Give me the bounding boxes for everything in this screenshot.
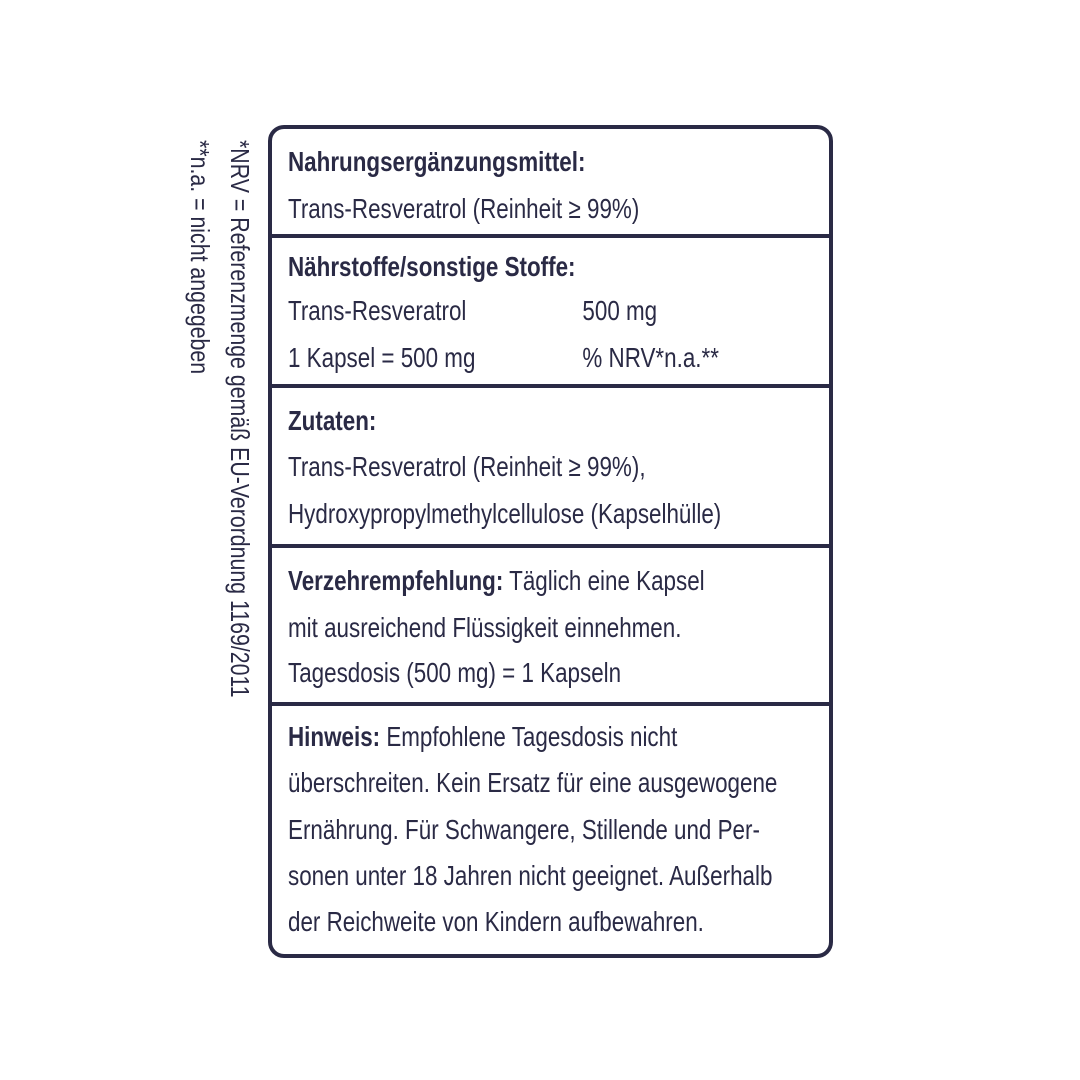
nutrient-value: 500 mg [582, 295, 658, 326]
section-text: Trans-Resveratrol (Reinheit ≥ 99%), [288, 451, 646, 482]
nutrient-value: % NRV*n.a.** [582, 342, 719, 373]
section-text: Tagesdosis (500 mg) = 1 Kapseln [288, 657, 622, 688]
footnote-na: **n.a. = nicht angegeben [185, 140, 215, 375]
section-text: überschreiten. Kein Ersatz für eine ausg… [288, 767, 778, 798]
section-supplement: Nahrungsergänzungsmittel: Trans-Resverat… [272, 129, 829, 238]
section-text: Hydroxypropylmethylcellulose (Kapselhüll… [288, 498, 722, 529]
section-text: Verzehrempfehlung: Täglich eine Kapsel [288, 558, 705, 604]
section-nutrients: Nährstoffe/sonstige Stoffe: Trans-Resver… [272, 238, 829, 388]
footnotes: *NRV = Referenzmenge gemäß EU-Verordnung… [180, 140, 260, 698]
section-title: Nährstoffe/sonstige Stoffe: [288, 251, 576, 282]
section-text: Trans-Resveratrol (Reinheit ≥ 99%) [288, 193, 640, 224]
nutrient-row: 1 Kapsel = 500 mg % NRV*n.a.** [288, 335, 719, 381]
section-title: Zutaten: [288, 405, 377, 436]
section-text-inline: Täglich eine Kapsel [503, 565, 705, 596]
section-text: mit ausreichend Flüssigkeit einnehmen. [288, 612, 682, 643]
label-box: Nahrungsergänzungsmittel: Trans-Resverat… [268, 125, 833, 958]
section-title: Hinweis: [288, 721, 381, 752]
section-title: Verzehrempfehlung: [288, 565, 504, 596]
section-title: Nahrungsergänzungsmittel: [288, 146, 586, 177]
section-text: Hinweis: Empfohlene Tagesdosis nicht [288, 714, 677, 760]
nutrient-name: Trans-Resveratrol [288, 295, 467, 326]
section-ingredients: Zutaten: Trans-Resveratrol (Reinheit ≥ 9… [272, 388, 829, 548]
footnote-nrv: *NRV = Referenzmenge gemäß EU-Verordnung… [225, 140, 255, 698]
section-text: sonen unter 18 Jahren nicht geeignet. Au… [288, 860, 773, 891]
section-notice: Hinweis: Empfohlene Tagesdosis nicht übe… [272, 706, 829, 954]
section-dosage: Verzehrempfehlung: Täglich eine Kapsel m… [272, 548, 829, 706]
nutrient-name: 1 Kapsel = 500 mg [288, 342, 476, 373]
section-text: der Reichweite von Kindern aufbewahren. [288, 906, 704, 937]
section-text: Ernährung. Für Schwangere, Stillende und… [288, 814, 760, 845]
section-text-inline: Empfohlene Tagesdosis nicht [380, 721, 678, 752]
nutrient-row: Trans-Resveratrol 500 mg [288, 288, 657, 334]
